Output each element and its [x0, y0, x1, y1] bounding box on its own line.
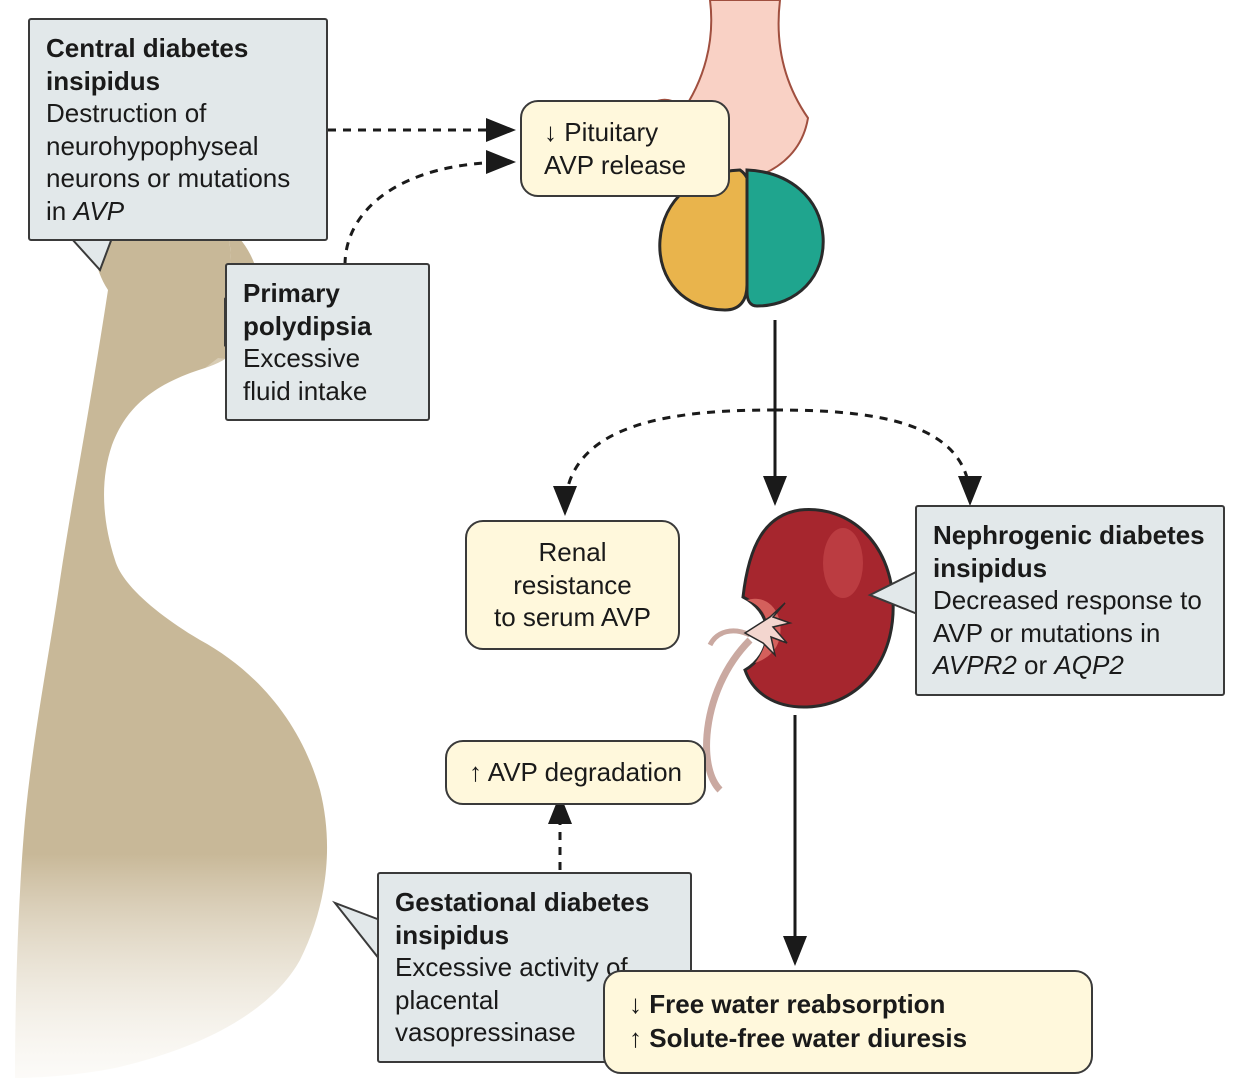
avp-down-arrow: ↓ — [544, 117, 557, 147]
gestational-title: Gestational diabetes insipidus — [395, 886, 674, 951]
outcome-line1: ↓ Free water reabsorption — [629, 988, 1067, 1022]
kidney — [707, 510, 894, 790]
degradation-up-arrow: ↑ — [469, 757, 482, 787]
outcome-up-arrow: ↑ — [629, 1023, 642, 1053]
callout-primary-polydipsia: Primary polydipsia Excessive fluid intak… — [225, 263, 430, 421]
polydipsia-title: Primary polydipsia — [243, 277, 412, 342]
arrow-branch-to-renal — [565, 410, 775, 510]
callout-nephrogenic-di: Nephrogenic diabetes insipidus Decreased… — [915, 505, 1225, 696]
callout-pointer-nephrogenic — [870, 570, 920, 615]
nephrogenic-body-pre: Decreased response to AVP or mutations i… — [933, 585, 1202, 648]
central-di-title: Central diabetes insipidus — [46, 32, 310, 97]
arrow-branch-to-nephrogenic — [775, 410, 970, 500]
nephrogenic-title: Nephrogenic diabetes insipidus — [933, 519, 1207, 584]
gestational-body: Excessive activity of placental vasopres… — [395, 952, 628, 1047]
arrow-polydipsia-to-avp — [345, 162, 510, 265]
renal-resistance-text: Renalresistanceto serum AVP — [494, 537, 651, 632]
polydipsia-body: Excessive fluid intake — [243, 343, 367, 406]
outcome-down-arrow: ↓ — [629, 989, 642, 1019]
nephrogenic-body-it1: AVPR2 — [933, 650, 1017, 680]
nephrogenic-body-it2: AQP2 — [1054, 650, 1123, 680]
outcome-line2-text: Solute-free water diuresis — [649, 1023, 967, 1053]
outcome-line2: ↑ Solute-free water diuresis — [629, 1022, 1067, 1056]
outcome-box: ↓ Free water reabsorption ↑ Solute-free … — [603, 970, 1093, 1074]
diagram-canvas: Central diabetes insipidus Destruction o… — [0, 0, 1247, 1090]
degradation-text: AVP degradation — [488, 757, 682, 787]
central-di-body-italic: AVP — [73, 196, 124, 226]
process-pituitary-avp: ↓ PituitaryAVP release — [520, 100, 730, 197]
avp-text: PituitaryAVP release — [544, 117, 686, 180]
callout-pointer-gestational — [335, 903, 380, 960]
outcome-line1-text: Free water reabsorption — [649, 989, 945, 1019]
process-renal-resistance: Renalresistanceto serum AVP — [465, 520, 680, 650]
nephrogenic-body-or: or — [1017, 650, 1055, 680]
callout-central-di: Central diabetes insipidus Destruction o… — [28, 18, 328, 241]
process-avp-degradation: ↑ AVP degradation — [445, 740, 706, 805]
